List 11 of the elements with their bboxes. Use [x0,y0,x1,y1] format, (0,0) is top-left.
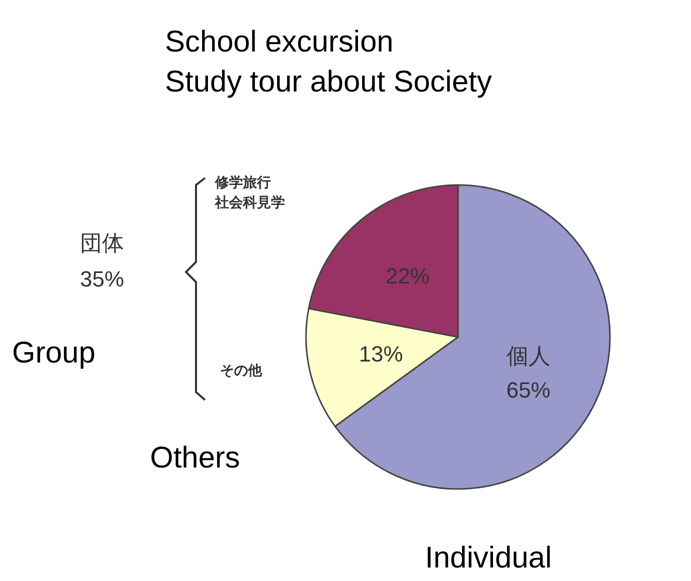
slice-label: その他 [220,362,263,378]
data-label: 65% [506,377,550,402]
text: School excursion Study tour about Society [165,26,492,98]
text: 団体 35% [80,230,124,292]
slice-label: 修学旅行社会科見学 [214,174,285,210]
text: Individual [425,542,552,574]
data-label: 13% [358,342,403,367]
text: Others [150,442,240,474]
data-label: 22% [386,264,430,289]
slice-label: 個人 [506,343,550,368]
text: Group [12,336,96,370]
